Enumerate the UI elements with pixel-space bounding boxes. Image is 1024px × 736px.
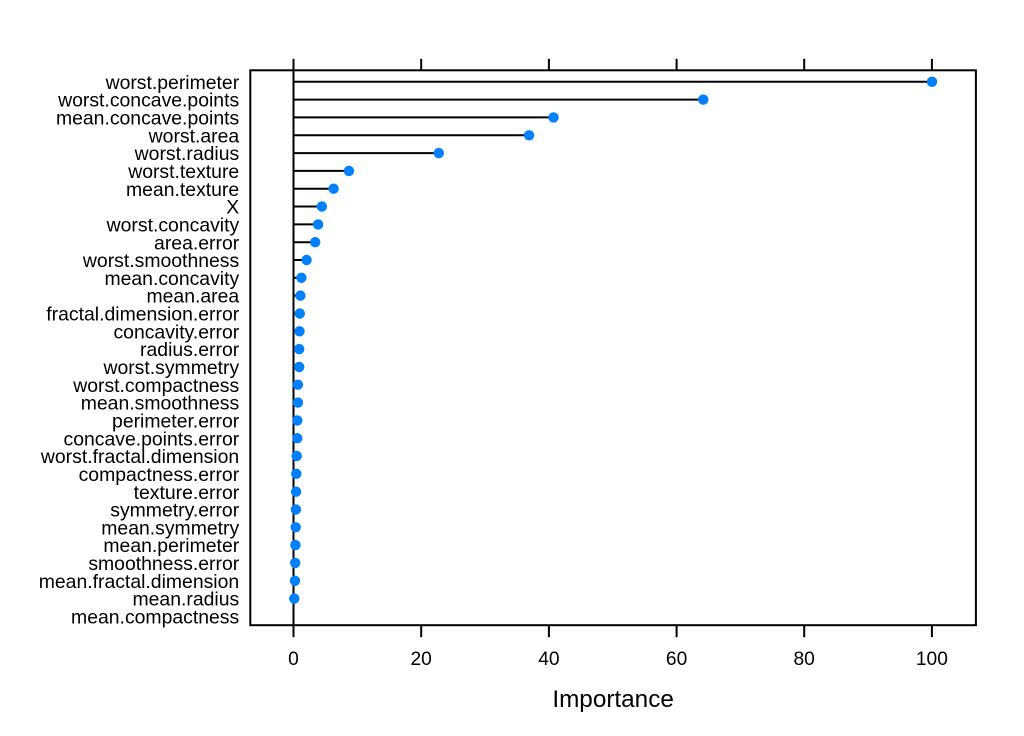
svg-text:area.error: area.error bbox=[154, 232, 240, 254]
svg-text:mean.area: mean.area bbox=[146, 286, 239, 308]
svg-text:compactness.error: compactness.error bbox=[79, 464, 240, 486]
svg-text:worst.concave.points: worst.concave.points bbox=[57, 90, 239, 112]
svg-text:mean.concave.points: mean.concave.points bbox=[56, 108, 239, 130]
svg-text:worst.fractal.dimension: worst.fractal.dimension bbox=[40, 446, 239, 468]
svg-text:worst.perimeter: worst.perimeter bbox=[105, 72, 240, 94]
svg-text:mean.compactness: mean.compactness bbox=[71, 607, 239, 629]
svg-text:mean.perimeter: mean.perimeter bbox=[103, 535, 239, 557]
svg-text:mean.radius: mean.radius bbox=[132, 589, 239, 611]
svg-text:mean.concavity: mean.concavity bbox=[104, 268, 239, 290]
svg-text:worst.symmetry: worst.symmetry bbox=[102, 357, 239, 379]
svg-text:mean.fractal.dimension: mean.fractal.dimension bbox=[39, 571, 239, 593]
svg-text:60: 60 bbox=[666, 649, 687, 670]
svg-text:texture.error: texture.error bbox=[134, 482, 240, 504]
svg-text:worst.concavity: worst.concavity bbox=[106, 215, 240, 237]
svg-text:80: 80 bbox=[794, 649, 815, 670]
svg-text:0: 0 bbox=[288, 649, 299, 670]
svg-text:concavity.error: concavity.error bbox=[113, 321, 239, 343]
svg-text:worst.texture: worst.texture bbox=[127, 161, 239, 183]
svg-text:worst.area: worst.area bbox=[148, 125, 240, 147]
svg-text:Importance: Importance bbox=[552, 686, 674, 713]
svg-text:mean.smoothness: mean.smoothness bbox=[81, 393, 239, 415]
svg-text:symmetry.error: symmetry.error bbox=[110, 500, 239, 522]
svg-text:worst.compactness: worst.compactness bbox=[72, 375, 239, 397]
svg-text:worst.smoothness: worst.smoothness bbox=[82, 250, 239, 272]
svg-text:20: 20 bbox=[411, 649, 432, 670]
svg-text:100: 100 bbox=[916, 649, 948, 670]
svg-text:fractal.dimension.error: fractal.dimension.error bbox=[46, 304, 239, 326]
svg-text:perimeter.error: perimeter.error bbox=[112, 411, 240, 433]
svg-text:radius.error: radius.error bbox=[140, 339, 240, 361]
svg-text:mean.texture: mean.texture bbox=[126, 179, 239, 201]
svg-text:mean.symmetry: mean.symmetry bbox=[101, 517, 239, 539]
svg-text:concave.points.error: concave.points.error bbox=[64, 428, 240, 450]
svg-text:40: 40 bbox=[538, 649, 559, 670]
svg-text:smoothness.error: smoothness.error bbox=[88, 553, 239, 575]
svg-text:worst.radius: worst.radius bbox=[134, 143, 240, 165]
svg-text:X: X bbox=[226, 197, 239, 219]
